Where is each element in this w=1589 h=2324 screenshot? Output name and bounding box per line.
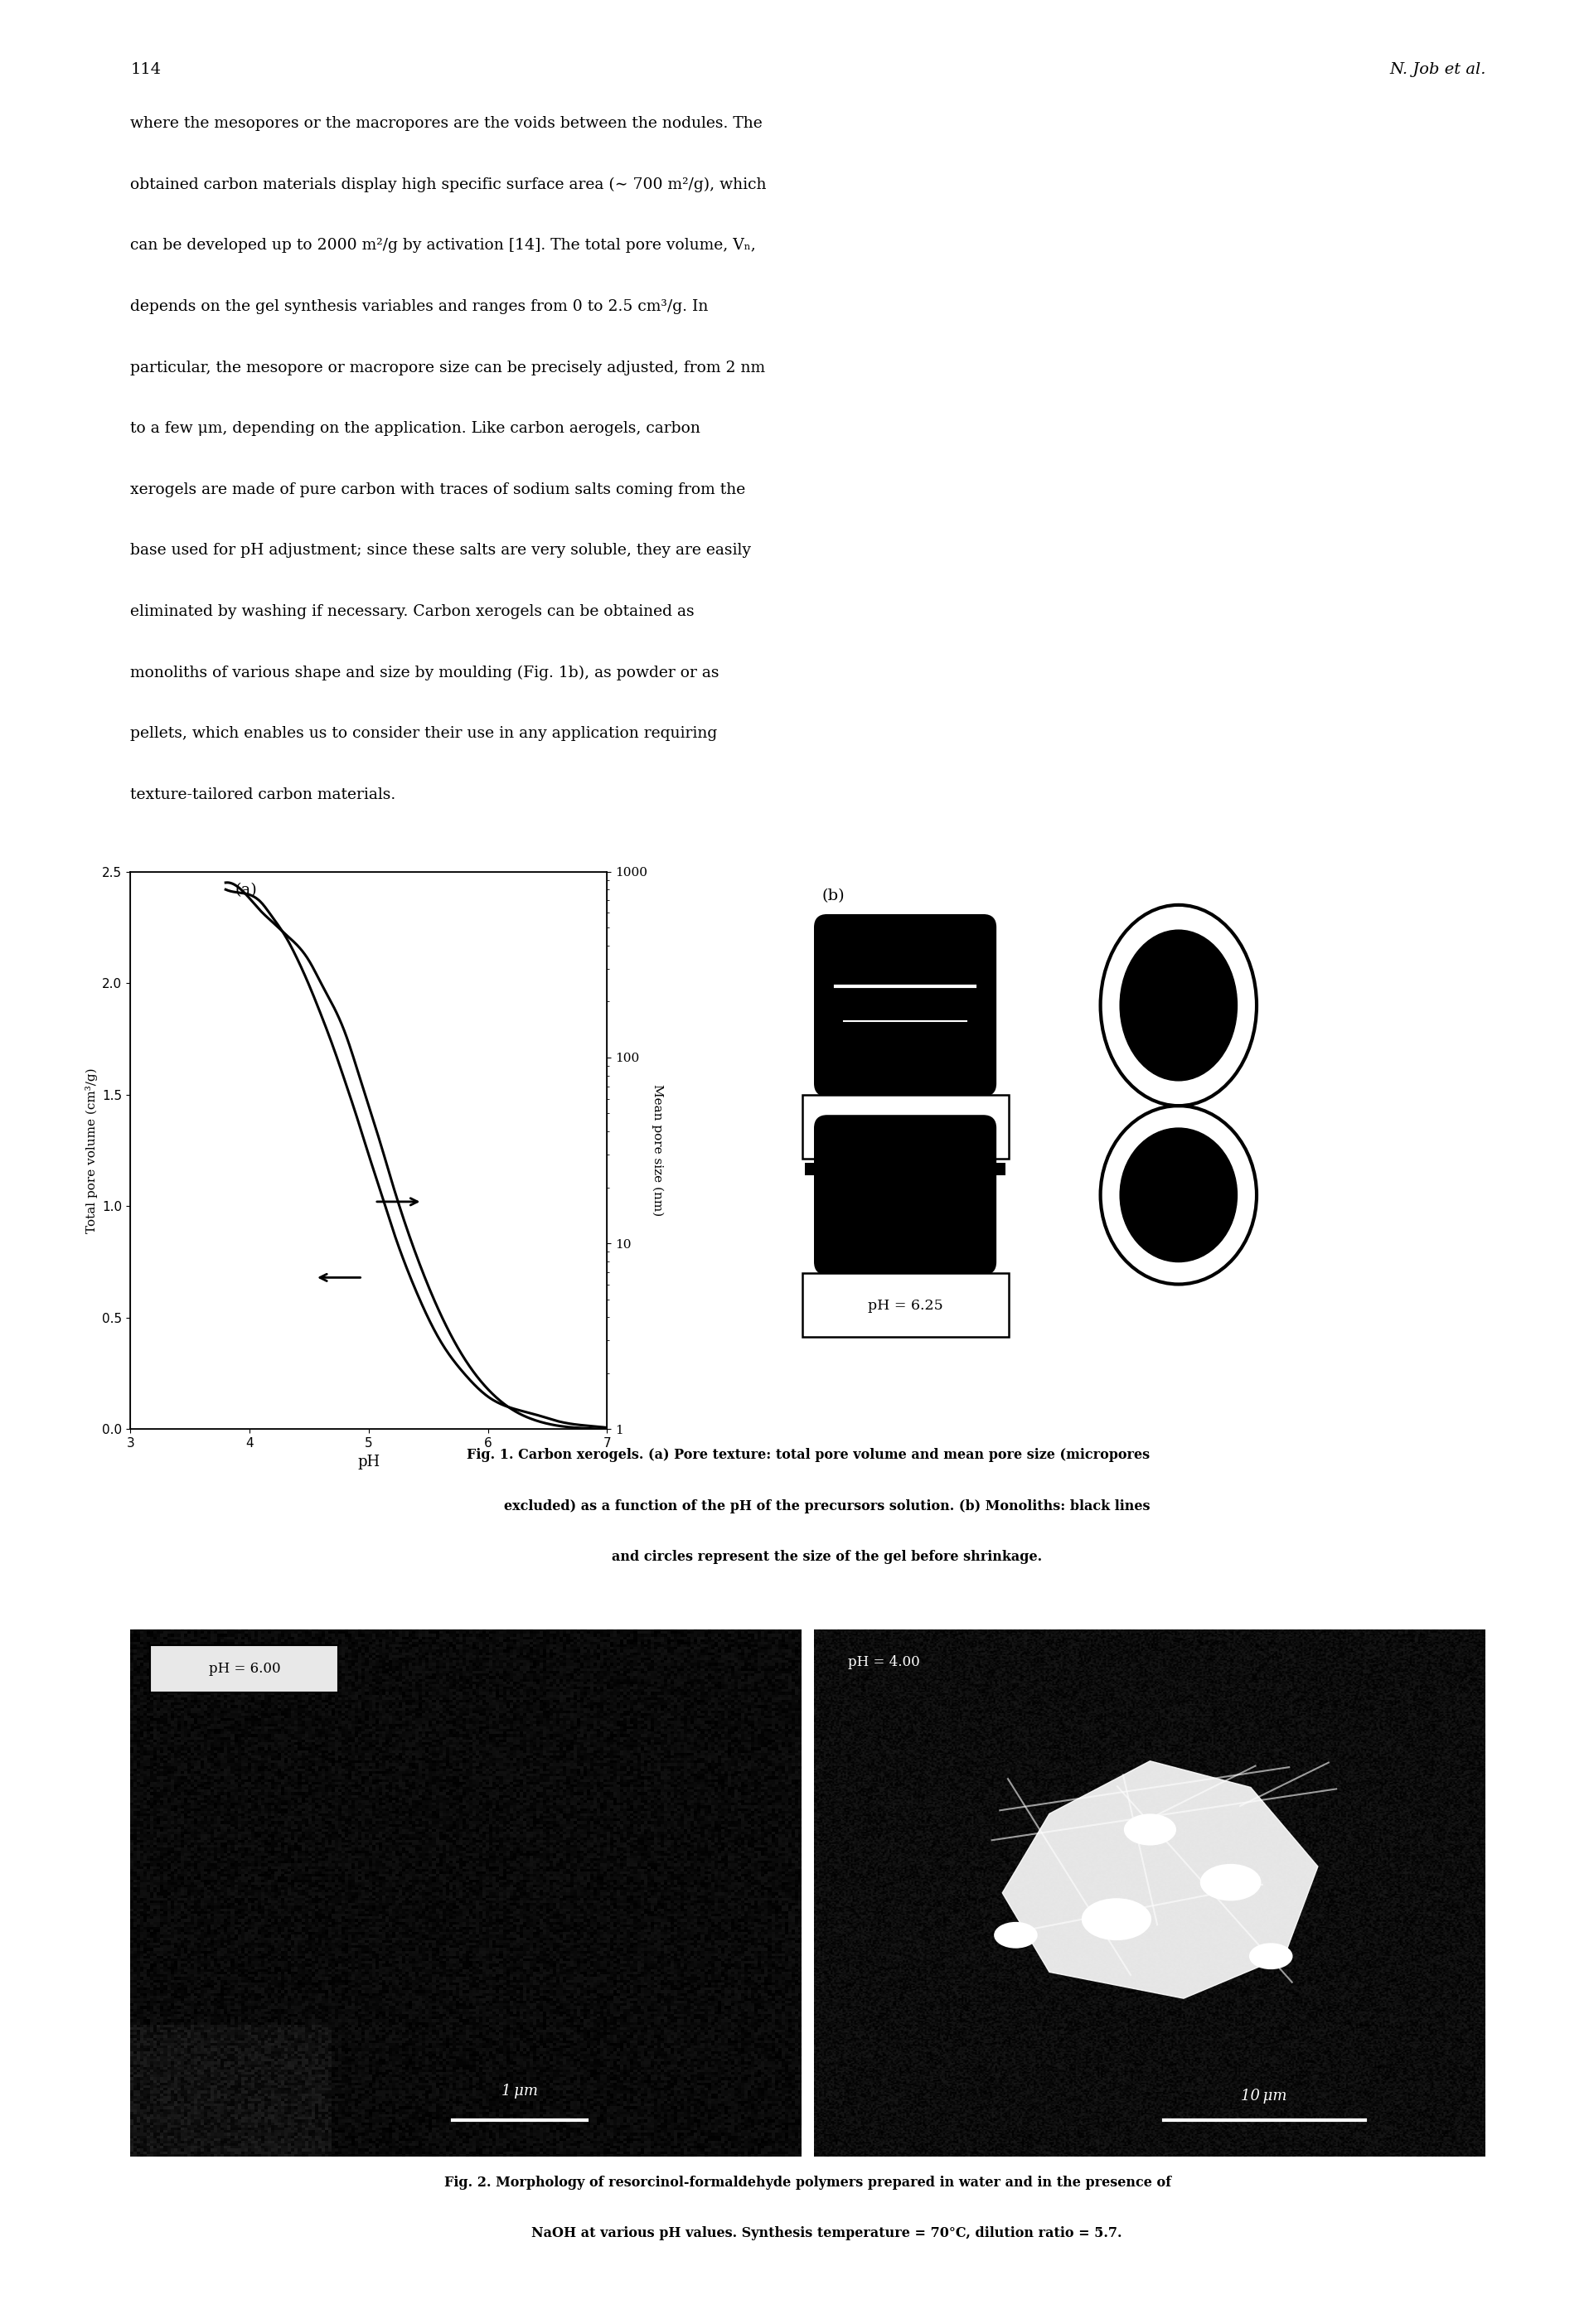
Bar bbox=[151, 1645, 338, 1692]
Text: Fig. 2. Morphology of resorcinol-formaldehyde polymers prepared in water and in : Fig. 2. Morphology of resorcinol-formald… bbox=[445, 2175, 1171, 2189]
Text: 114: 114 bbox=[130, 63, 160, 77]
Text: where the mesopores or the macropores are the voids between the nodules. The: where the mesopores or the macropores ar… bbox=[130, 116, 763, 130]
Bar bbox=[804, 1164, 1006, 1176]
Ellipse shape bbox=[1123, 1813, 1176, 1845]
FancyBboxPatch shape bbox=[802, 1274, 1009, 1336]
Text: pellets, which enables us to consider their use in any application requiring: pellets, which enables us to consider th… bbox=[130, 725, 717, 741]
Text: eliminated by washing if necessary. Carbon xerogels can be obtained as: eliminated by washing if necessary. Carb… bbox=[130, 604, 694, 618]
Y-axis label: Mean pore size (nm): Mean pore size (nm) bbox=[651, 1085, 664, 1215]
Text: base used for pH adjustment; since these salts are very soluble, they are easily: base used for pH adjustment; since these… bbox=[130, 544, 752, 558]
Text: to a few μm, depending on the application. Like carbon aerogels, carbon: to a few μm, depending on the applicatio… bbox=[130, 421, 701, 437]
Text: xerogels are made of pure carbon with traces of sodium salts coming from the: xerogels are made of pure carbon with tr… bbox=[130, 481, 745, 497]
Ellipse shape bbox=[1112, 923, 1244, 1088]
Text: pH = 5.25: pH = 5.25 bbox=[868, 1120, 942, 1134]
Text: excluded) as a function of the pH of the precursors solution. (b) Monoliths: bla: excluded) as a function of the pH of the… bbox=[466, 1499, 1150, 1513]
Text: (b): (b) bbox=[822, 888, 844, 904]
FancyBboxPatch shape bbox=[815, 916, 996, 1095]
Ellipse shape bbox=[1120, 930, 1238, 1081]
Text: particular, the mesopore or macropore size can be precisely adjusted, from 2 nm: particular, the mesopore or macropore si… bbox=[130, 360, 766, 374]
Text: 10 μm: 10 μm bbox=[1241, 2089, 1287, 2103]
Ellipse shape bbox=[1249, 1943, 1293, 1968]
Text: NaOH at various pH values. Synthesis temperature = 70°C, dilution ratio = 5.7.: NaOH at various pH values. Synthesis tem… bbox=[494, 2226, 1122, 2240]
FancyBboxPatch shape bbox=[815, 1116, 996, 1274]
Text: Fig. 1. Carbon xerogels. (a) Pore texture: total pore volume and mean pore size : Fig. 1. Carbon xerogels. (a) Pore textur… bbox=[467, 1448, 1149, 1462]
Text: N. Job et al.: N. Job et al. bbox=[1389, 63, 1486, 77]
Text: pH = 6.00: pH = 6.00 bbox=[208, 1662, 280, 1676]
Text: 1 μm: 1 μm bbox=[502, 2085, 539, 2099]
Text: texture-tailored carbon materials.: texture-tailored carbon materials. bbox=[130, 788, 396, 802]
Ellipse shape bbox=[1120, 1127, 1238, 1262]
Ellipse shape bbox=[1120, 930, 1238, 1081]
Text: (a): (a) bbox=[235, 883, 257, 897]
Text: depends on the gel synthesis variables and ranges from 0 to 2.5 cm³/g. In: depends on the gel synthesis variables a… bbox=[130, 300, 709, 314]
Polygon shape bbox=[1003, 1762, 1317, 1999]
Ellipse shape bbox=[1112, 1120, 1244, 1269]
Text: obtained carbon materials display high specific surface area (∼ 700 m²/g), which: obtained carbon materials display high s… bbox=[130, 177, 766, 193]
Ellipse shape bbox=[1200, 1864, 1262, 1901]
Ellipse shape bbox=[1120, 1127, 1238, 1262]
X-axis label: pH: pH bbox=[358, 1455, 380, 1469]
Text: pH = 4.00: pH = 4.00 bbox=[849, 1655, 920, 1669]
Text: can be developed up to 2000 m²/g by activation [14]. The total pore volume, Vₙ,: can be developed up to 2000 m²/g by acti… bbox=[130, 239, 756, 253]
Ellipse shape bbox=[995, 1922, 1038, 1948]
Y-axis label: Total pore volume (cm³/g): Total pore volume (cm³/g) bbox=[86, 1067, 97, 1234]
Text: monoliths of various shape and size by moulding (Fig. 1b), as powder or as: monoliths of various shape and size by m… bbox=[130, 665, 720, 681]
Ellipse shape bbox=[1082, 1899, 1152, 1941]
FancyBboxPatch shape bbox=[802, 1095, 1009, 1160]
Text: pH = 6.25: pH = 6.25 bbox=[868, 1299, 942, 1313]
Text: and circles represent the size of the gel before shrinkage.: and circles represent the size of the ge… bbox=[574, 1550, 1042, 1564]
